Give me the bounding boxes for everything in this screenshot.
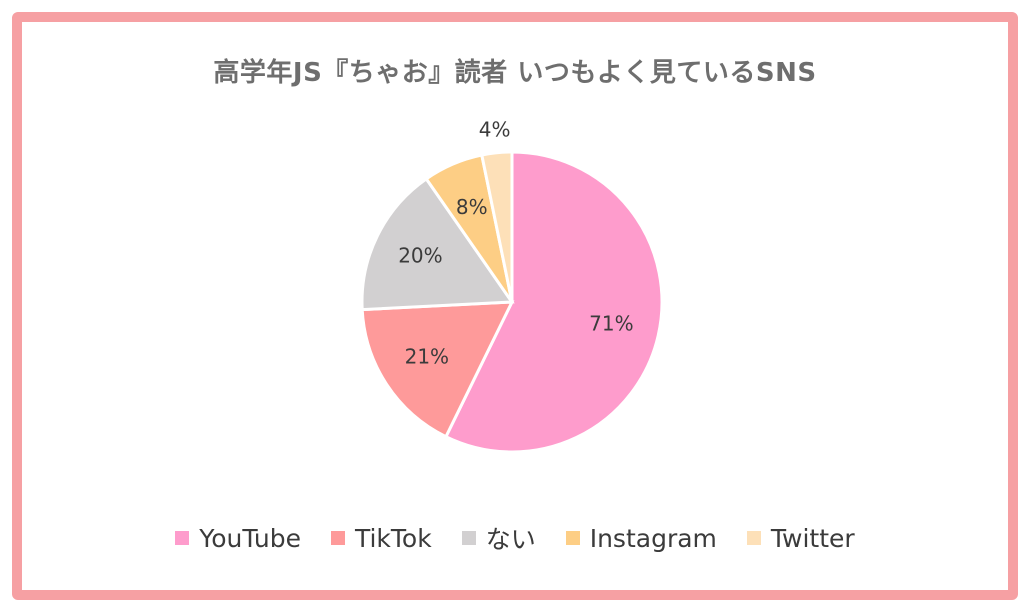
data-label-twitter: 4% <box>479 117 511 141</box>
data-label-instagram: 8% <box>456 195 488 219</box>
pie-slice-none <box>360 176 515 312</box>
legend: YouTube TikTok ない Instagram Twitter <box>0 520 1030 556</box>
legend-swatch-youtube <box>175 531 190 545</box>
legend-swatch-instagram <box>565 531 580 545</box>
legend-item-youtube: YouTube <box>175 524 301 553</box>
legend-item-tiktok: TikTok <box>330 523 432 553</box>
data-label-tiktok: 21% <box>405 345 449 369</box>
data-label-youtube: 71% <box>589 312 633 336</box>
legend-label-youtube: YouTube <box>199 523 301 553</box>
legend-label-none: ない <box>485 525 536 554</box>
legend-item-instagram: Instagram <box>565 523 717 553</box>
legend-label-instagram: Instagram <box>589 523 717 553</box>
legend-label-tiktok: TikTok <box>354 523 432 553</box>
legend-label-twitter: Twitter <box>770 523 855 553</box>
pie-slice-youtube <box>443 150 664 454</box>
data-label-none: 20% <box>398 244 442 268</box>
legend-swatch-twitter <box>746 531 761 545</box>
chart-title: 高学年JS『ちゃお』読者 いつもよく見ているSNS <box>213 58 817 88</box>
pie-slice-twitter <box>480 150 514 303</box>
legend-swatch-tiktok <box>330 531 345 545</box>
legend-item-none: ない <box>461 520 536 556</box>
legend-item-twitter: Twitter <box>746 523 855 553</box>
legend-swatch-none <box>461 531 476 545</box>
pie-slice-tiktok <box>360 300 515 439</box>
